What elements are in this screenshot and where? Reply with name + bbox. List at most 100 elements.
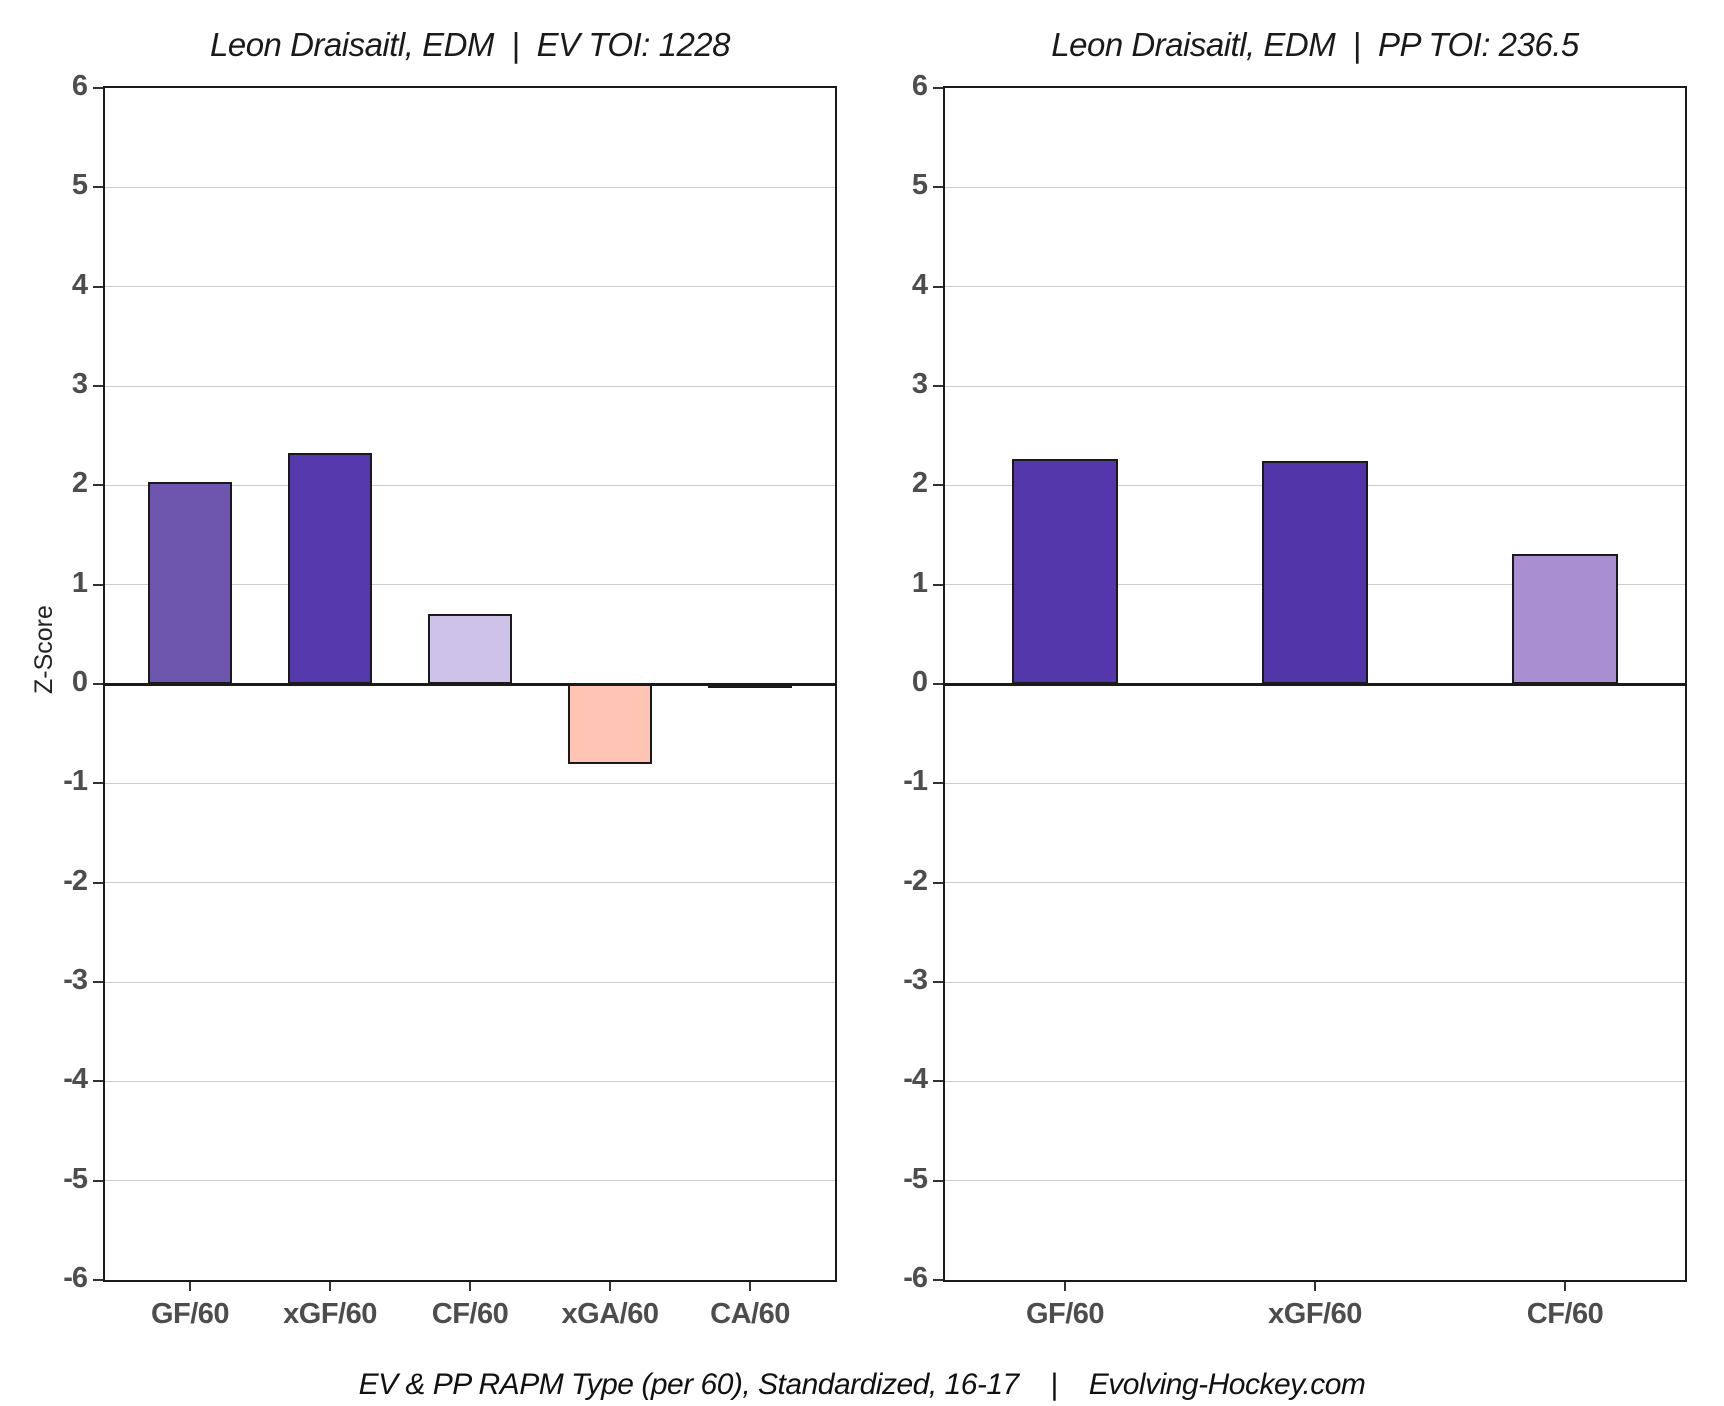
y-tick-label: -2 [903,864,928,897]
gridline [105,286,835,288]
x-tick [609,1282,611,1291]
gridline [945,1180,1685,1182]
x-tick [1564,1282,1566,1291]
gridline [105,981,835,983]
gridline [945,1080,1685,1082]
gridline [105,385,835,387]
y-tick-label: 6 [71,70,88,103]
y-tick-label: 2 [71,467,88,500]
bar-xgf-60 [288,452,372,684]
y-tick [93,1179,103,1182]
y-tick [93,583,103,586]
y-tick [93,385,103,387]
gridline [105,584,835,586]
x-tick-label: xGF/60 [1268,1298,1362,1330]
x-tick-label: CA/60 [710,1298,790,1330]
x-tick [749,1282,751,1291]
y-tick [93,782,103,785]
bar-gf-60 [1012,458,1118,684]
y-tick-label: -1 [63,765,88,798]
gridline [945,782,1685,784]
y-tick-label: -1 [903,765,928,798]
y-tick-label: -6 [63,1262,88,1295]
chart-title-pp: Leon Draisaitl, EDM | PP TOI: 236.5 [1051,26,1579,63]
y-tick [93,186,103,189]
gridline [945,385,1685,387]
y-tick-label: -6 [903,1262,928,1295]
y-tick [933,1080,943,1083]
y-tick-label: 3 [71,368,88,401]
y-tick [933,285,943,288]
x-tick-label: GF/60 [1025,1298,1105,1330]
bar-ca-60 [708,684,792,688]
gridline [105,484,835,486]
y-tick [933,881,943,884]
y-tick [93,683,103,685]
x-tick [329,1282,331,1291]
bar-cf-60 [428,614,512,684]
x-tick-label: xGF/60 [283,1298,377,1330]
gridline [105,186,835,188]
y-tick [93,1080,103,1083]
y-tick [933,186,943,189]
y-tick-label: 1 [71,566,88,599]
gridline [105,1080,835,1082]
zero-line [105,682,835,686]
y-tick [933,385,943,387]
x-tick-label: GF/60 [150,1298,230,1330]
x-tick-label: CF/60 [431,1298,509,1330]
y-tick-label: 5 [71,169,88,202]
gridline [945,186,1685,188]
gridline [945,981,1685,983]
chart-title-ev: Leon Draisaitl, EDM | EV TOI: 1228 [209,26,731,63]
y-tick [933,981,943,983]
y-tick [93,1279,103,1281]
y-tick-label: -4 [63,1063,88,1096]
y-tick [933,484,943,487]
y-tick-label: 6 [911,70,928,103]
x-tick [469,1282,471,1291]
gridline [945,286,1685,288]
y-tick [933,683,943,685]
y-tick [933,1179,943,1182]
y-tick-label: 2 [911,467,928,500]
gridline [105,882,835,884]
y-tick-label: -5 [903,1162,928,1195]
gridline [105,1180,835,1182]
zero-line [945,682,1685,686]
bar-xgf-60 [1262,461,1368,684]
bar-xga-60 [568,684,652,765]
x-tick [1314,1282,1316,1291]
y-tick [933,583,943,586]
plot-pp: GF/60 xGF/60 CF/60 -6 -5 -4 -3 -2 -1 0 1 2 3 4 5 6 [903,70,1687,1330]
y-tick [93,87,103,89]
gridline [945,882,1685,884]
y-tick-label: -4 [903,1063,928,1096]
bar-cf-60 [1512,553,1618,684]
y-tick-label: 1 [911,566,928,599]
plot-ev: GF/60 xGF/60 CF/60 xGA/60 CA/60 -6 -5 -4 -3 -2 -1 0… [63,70,837,1330]
y-tick [933,87,943,89]
y-tick-label: -3 [63,964,88,997]
y-tick-label: 3 [911,368,928,401]
y-tick-label: 4 [911,268,928,301]
y-tick-label: 0 [71,666,88,699]
y-tick-label: 4 [71,268,88,301]
y-tick [93,981,103,983]
y-tick-label: 0 [911,666,928,699]
figure-caption: EV & PP RAPM Type (per 60), Standardized… [358,1368,1366,1401]
y-tick [933,782,943,785]
y-tick [93,285,103,288]
y-tick [933,1279,943,1281]
y-tick-label: -5 [63,1162,88,1195]
y-tick-label: -2 [63,864,88,897]
y-tick-label: -3 [903,964,928,997]
x-tick-label: xGA/60 [561,1298,659,1330]
y-tick-label: 5 [911,169,928,202]
bar-gf-60 [148,482,232,684]
y-tick [93,484,103,487]
x-tick [189,1282,191,1291]
x-tick-label: CF/60 [1526,1298,1604,1330]
gridline [105,782,835,784]
y-tick [93,881,103,884]
